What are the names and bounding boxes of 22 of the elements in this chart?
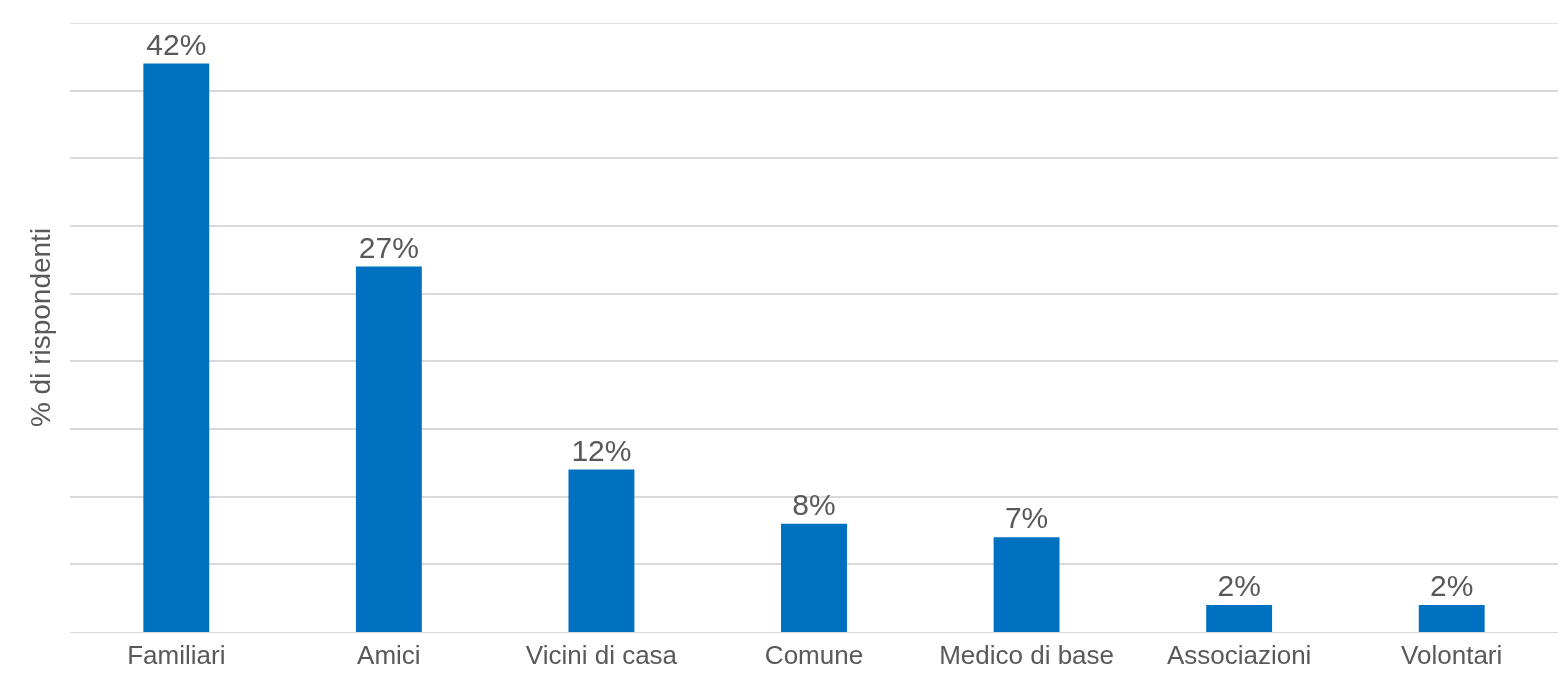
x-tick-label: Volontari — [1401, 640, 1503, 671]
bar — [1418, 604, 1485, 632]
bar — [143, 63, 210, 632]
data-label: 27% — [358, 230, 419, 264]
data-label: 8% — [792, 487, 836, 521]
x-tick-label: Medico di base — [939, 640, 1115, 671]
bar — [355, 266, 422, 632]
y-axis-title: % di rispondenti — [24, 227, 56, 428]
x-tick-label: Comune — [764, 640, 864, 671]
bar — [993, 537, 1060, 632]
bar — [781, 523, 847, 632]
data-label: 42% — [146, 27, 207, 61]
data-label: 7% — [1004, 501, 1049, 535]
bar — [1206, 604, 1273, 632]
data-label: 12% — [571, 433, 632, 467]
x-tick-label: Familiari — [127, 640, 226, 671]
bar — [568, 469, 635, 632]
data-label: 2% — [1430, 568, 1474, 602]
x-tick-label: Associazioni — [1166, 640, 1312, 671]
x-tick-label: Vicini di casa — [525, 640, 678, 671]
x-tick-label: Amici — [357, 640, 421, 671]
data-label: 2% — [1217, 568, 1261, 602]
